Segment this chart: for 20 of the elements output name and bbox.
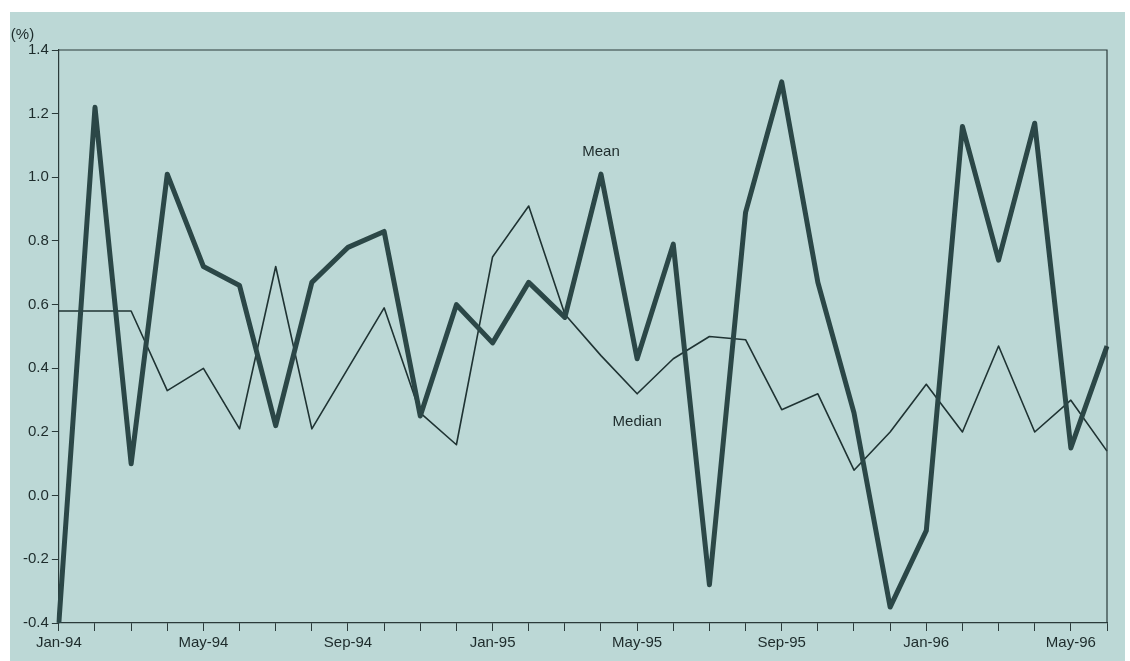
series-label: Mean	[582, 142, 620, 160]
y-tick-label: -0.4	[22, 613, 49, 631]
x-tick-label: Jan-96	[903, 633, 950, 651]
y-tick-label: 0.4	[27, 358, 49, 376]
y-tick-label: 0.8	[27, 231, 49, 249]
x-tick-label: May-96	[1045, 633, 1096, 651]
y-tick-label: 0.0	[27, 485, 49, 503]
x-tick-label: Jan-94	[35, 633, 82, 651]
y-tick-label: -0.2	[22, 549, 49, 567]
series-label: Median	[612, 411, 662, 429]
x-tick-label: Sep-95	[757, 633, 806, 651]
y-tick-label: 0.2	[27, 422, 49, 440]
x-tick-label: Jan-95	[469, 633, 516, 651]
x-tick-label: May-95	[612, 633, 663, 651]
x-tick-label: May-94	[178, 633, 229, 651]
x-tick-label: Sep-94	[323, 633, 373, 651]
y-tick-label: 0.6	[27, 294, 49, 312]
y-axis-title: (%)	[10, 24, 35, 42]
y-tick-label: 1.0	[27, 167, 49, 185]
y-tick-label: 1.2	[27, 103, 49, 121]
